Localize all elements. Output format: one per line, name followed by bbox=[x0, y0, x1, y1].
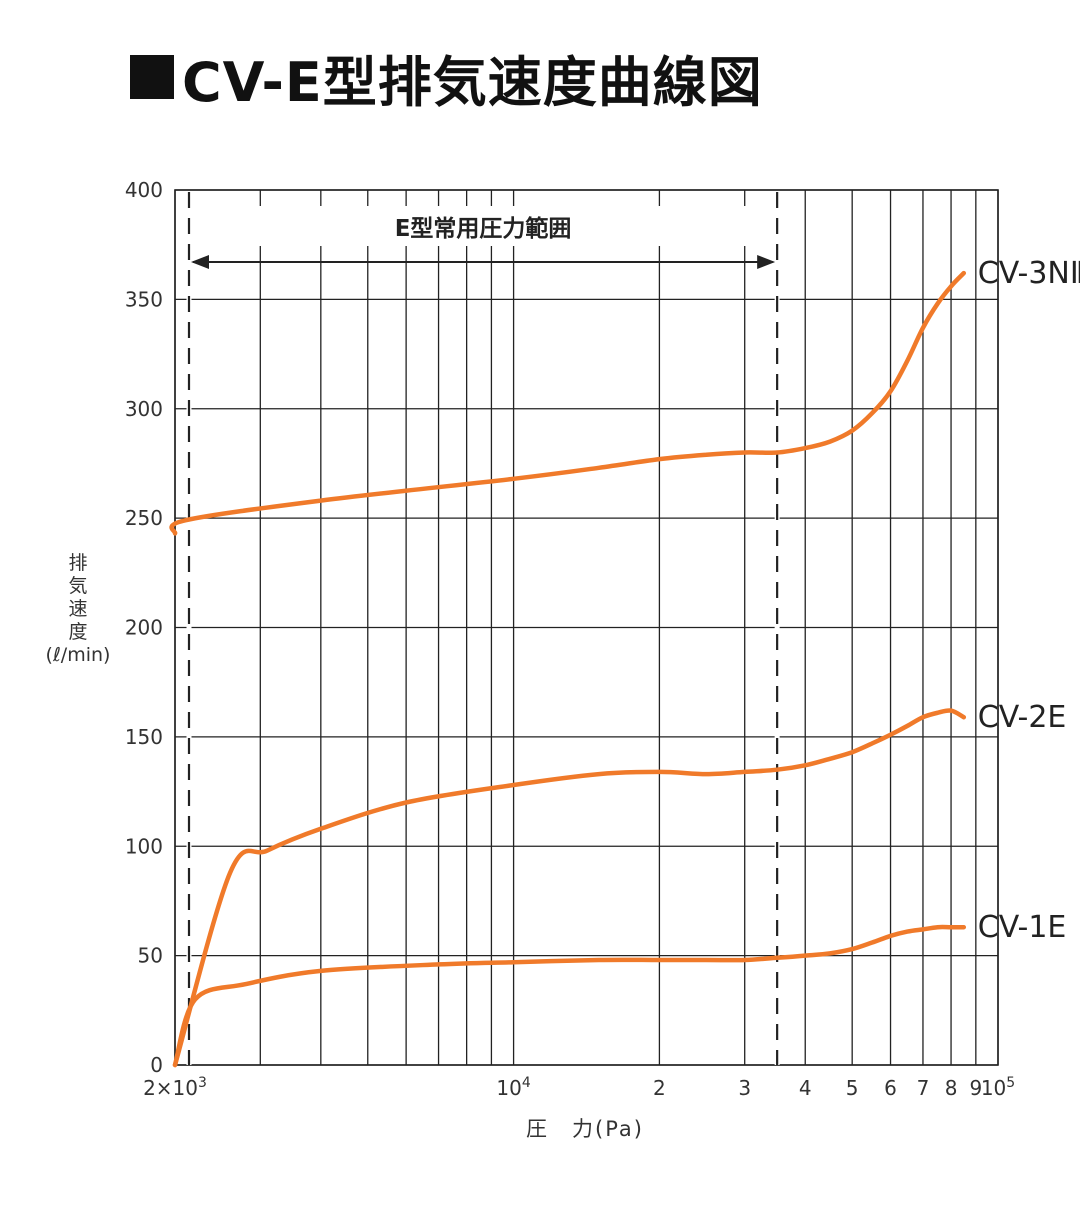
y-tick-label: 200 bbox=[125, 616, 163, 640]
y-tick-label: 100 bbox=[125, 834, 163, 858]
y-tick-label: 150 bbox=[125, 725, 163, 749]
x-tick-label: 8 bbox=[945, 1076, 958, 1100]
x-tick-label: 2 bbox=[653, 1076, 666, 1100]
y-axis-label: 排 気 速 度 (ℓ/min) bbox=[28, 552, 128, 667]
x-tick-label: 6 bbox=[884, 1076, 897, 1100]
range-arrow-left-head bbox=[191, 255, 209, 269]
x-tick-label: 9 bbox=[969, 1076, 982, 1100]
x-tick-label: 105 bbox=[981, 1075, 1015, 1100]
x-axis-label: 圧 力(Pa) bbox=[526, 1117, 644, 1141]
y-tick-label: 400 bbox=[125, 178, 163, 202]
x-tick-label: 5 bbox=[846, 1076, 859, 1100]
series-label: CV-1E bbox=[978, 910, 1067, 945]
x-tick-label: 104 bbox=[496, 1075, 530, 1100]
x-tick-label: 3 bbox=[738, 1076, 751, 1100]
range-arrow-right-head bbox=[757, 255, 776, 269]
series-line bbox=[169, 270, 967, 536]
x-tick-label: 7 bbox=[917, 1076, 930, 1100]
series-line bbox=[172, 708, 967, 1068]
y-axis-unit: (ℓ/min) bbox=[45, 644, 111, 666]
range-label-bg bbox=[209, 206, 758, 246]
y-tick-label: 350 bbox=[125, 287, 163, 311]
x-tick-label: 2×103 bbox=[143, 1075, 207, 1100]
y-tick-label: 50 bbox=[138, 944, 163, 968]
y-tick-label: 0 bbox=[150, 1053, 163, 1077]
series-label: CV-2E bbox=[978, 700, 1067, 735]
title-square-icon bbox=[130, 55, 174, 99]
y-tick-label: 300 bbox=[125, 397, 163, 421]
series-label: CV-3NⅡE bbox=[978, 256, 1080, 291]
y-axis-label-char: 度 bbox=[68, 621, 88, 643]
y-axis-label-char: 速 bbox=[68, 598, 88, 620]
y-axis-label-char: 気 bbox=[68, 575, 88, 597]
chart-title: CV-E型排気速度曲線図 bbox=[182, 50, 763, 114]
chart-title-block: CV-E型排気速度曲線図 bbox=[130, 42, 763, 114]
y-axis-label-char: 排 bbox=[68, 552, 88, 574]
range-label: E型常用圧力範囲 bbox=[395, 215, 572, 242]
y-tick-label: 250 bbox=[125, 506, 163, 530]
x-tick-label: 4 bbox=[799, 1076, 812, 1100]
series-line bbox=[172, 924, 967, 1068]
